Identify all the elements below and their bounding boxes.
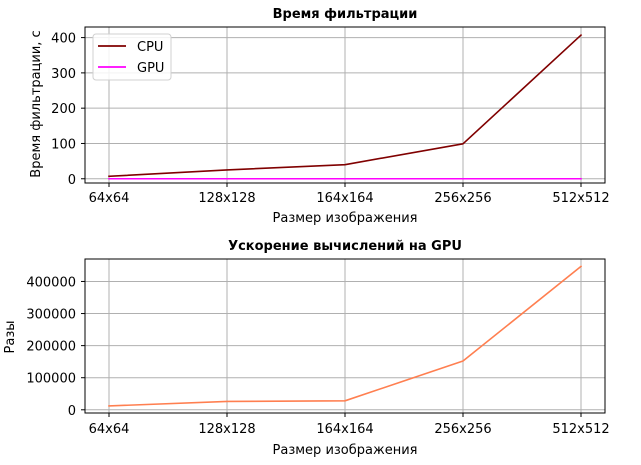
chart-2-x-tick-label: 512x512 (552, 422, 609, 437)
chart-1-legend-label-cpu: CPU (137, 40, 163, 55)
chart-1-x-tick-label: 256x256 (434, 191, 491, 206)
chart-1-legend-label-gpu: GPU (137, 61, 164, 76)
chart-2-y-tick-label: 0 (68, 404, 76, 419)
chart-2-plot-area: 64x64 128x128 164x164 256x256 512x512 0 100000… (26, 258, 610, 437)
chart-2-title: Ускорение вычислений на GPU (228, 239, 462, 254)
chart-2-xlabel: Размер изображения (273, 443, 418, 458)
chart-1-ylabel: Время фильтрации, с (29, 30, 44, 177)
chart-2-ylabel: Разы (3, 321, 18, 354)
chart-2-series-line (108, 265, 583, 407)
chart-1-y-tick-label: 200 (51, 102, 76, 117)
chart-2-y-tick-label: 400000 (26, 275, 76, 290)
chart-1-y-tick-label: 0 (68, 173, 76, 188)
chart-2-x-tick-label: 64x64 (89, 422, 130, 437)
chart-2-x-tick-label: 164x164 (316, 422, 373, 437)
chart-1-plot-area: 64x64 128x128 164x164 256x256 512x512 0 100 200… (51, 26, 610, 206)
chart-2-x-tick-label: 128x128 (198, 422, 255, 437)
chart-2-x-tick-label: 256x256 (434, 422, 491, 437)
chart-2-y-tick-label: 300000 (26, 308, 76, 323)
chart-1-x-tick-label: 128x128 (198, 191, 255, 206)
chart-1-series-cpu-line (108, 33, 583, 178)
chart-1-title: Время фильтрации (273, 7, 418, 22)
chart-1-y-tick-label: 100 (51, 137, 76, 152)
chart-1-x-tick-label: 164x164 (316, 191, 373, 206)
chart-1-x-tick-label: 512x512 (552, 191, 609, 206)
chart-1-y-tick-label: 400 (51, 32, 76, 47)
chart-1-xlabel: Размер изображения (273, 211, 418, 226)
chart-2-y-tick-label: 100000 (26, 372, 76, 387)
chart-1-x-tick-label: 64x64 (89, 191, 130, 206)
chart-1-y-tick-label: 300 (51, 67, 76, 82)
chart-2-y-tick-label: 200000 (26, 340, 76, 355)
